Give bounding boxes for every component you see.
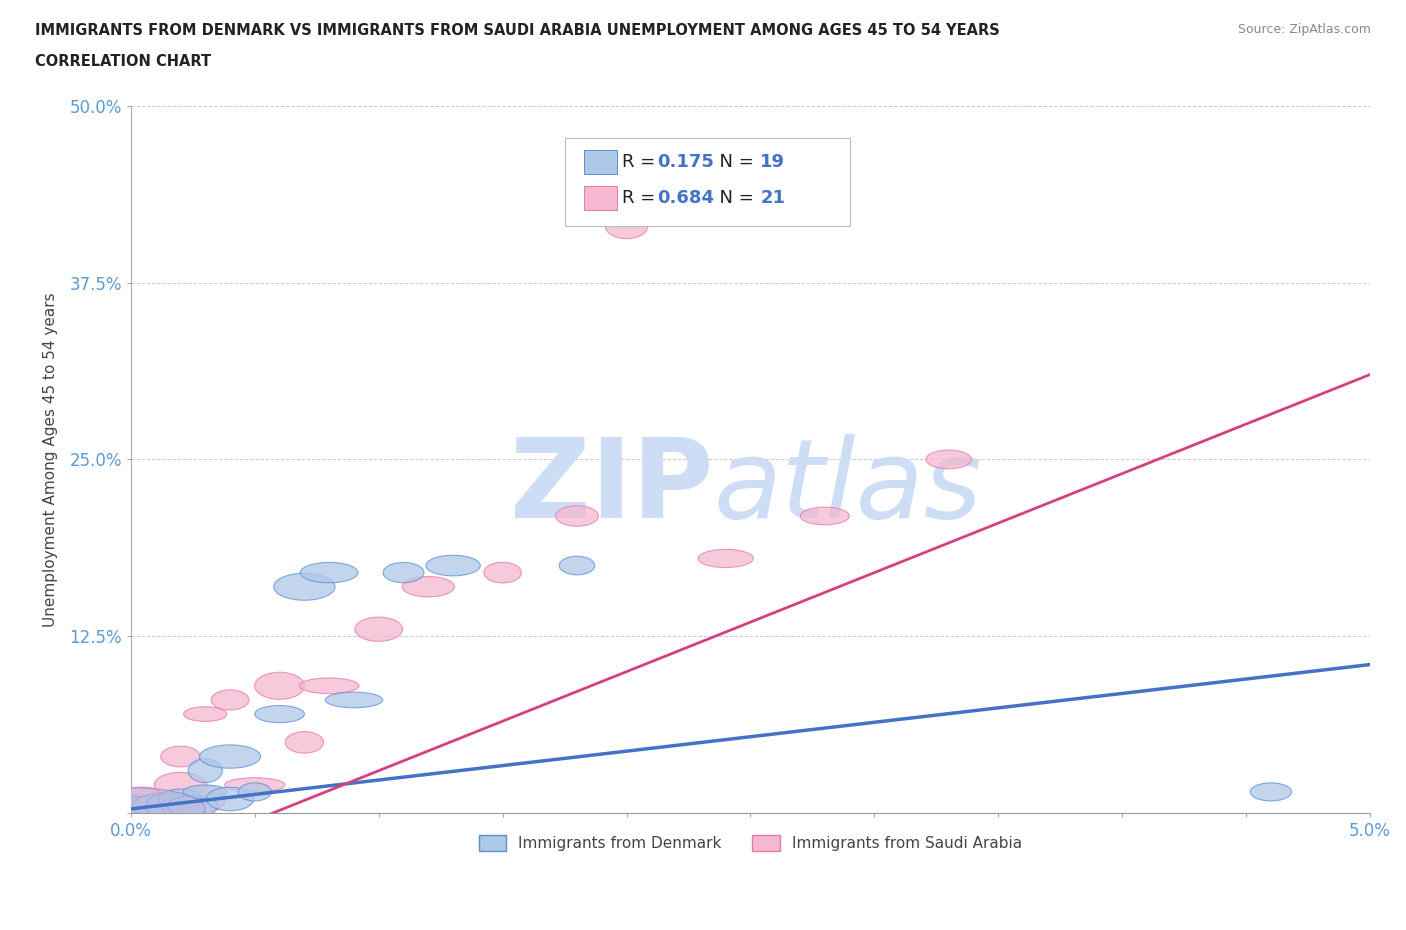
Ellipse shape	[560, 556, 595, 575]
Text: R =: R =	[621, 189, 661, 206]
Ellipse shape	[167, 795, 218, 817]
Ellipse shape	[1250, 783, 1292, 801]
Ellipse shape	[211, 690, 249, 710]
Ellipse shape	[155, 772, 207, 797]
Text: N =: N =	[709, 189, 759, 206]
Text: 21: 21	[761, 189, 786, 206]
Text: R =: R =	[621, 153, 661, 171]
Ellipse shape	[402, 577, 454, 597]
Ellipse shape	[110, 797, 162, 816]
Ellipse shape	[121, 787, 166, 811]
Ellipse shape	[254, 706, 305, 723]
Text: N =: N =	[709, 153, 759, 171]
Ellipse shape	[145, 791, 191, 806]
Ellipse shape	[254, 672, 305, 699]
FancyBboxPatch shape	[585, 186, 617, 209]
Ellipse shape	[120, 793, 153, 818]
Ellipse shape	[200, 745, 260, 768]
Ellipse shape	[186, 786, 225, 812]
Ellipse shape	[325, 692, 382, 708]
Ellipse shape	[285, 732, 323, 753]
Ellipse shape	[160, 746, 200, 767]
Text: 0.175: 0.175	[658, 153, 714, 171]
Ellipse shape	[426, 555, 481, 576]
FancyBboxPatch shape	[565, 138, 849, 226]
Text: ZIP: ZIP	[510, 434, 713, 541]
Ellipse shape	[125, 795, 187, 817]
Text: CORRELATION CHART: CORRELATION CHART	[35, 54, 211, 69]
Ellipse shape	[134, 794, 179, 818]
Ellipse shape	[299, 678, 359, 694]
Y-axis label: Unemployment Among Ages 45 to 54 years: Unemployment Among Ages 45 to 54 years	[44, 292, 58, 627]
Ellipse shape	[162, 794, 198, 818]
Ellipse shape	[555, 506, 599, 526]
Ellipse shape	[800, 507, 849, 525]
Ellipse shape	[225, 777, 285, 792]
Ellipse shape	[56, 788, 205, 830]
Ellipse shape	[605, 213, 648, 239]
Text: 19: 19	[761, 153, 786, 171]
Ellipse shape	[301, 563, 359, 583]
Ellipse shape	[697, 550, 754, 567]
Ellipse shape	[184, 707, 226, 722]
Ellipse shape	[927, 450, 972, 469]
Ellipse shape	[382, 563, 425, 583]
Ellipse shape	[146, 793, 190, 819]
Text: Source: ZipAtlas.com: Source: ZipAtlas.com	[1237, 23, 1371, 36]
Ellipse shape	[354, 618, 402, 642]
Text: atlas: atlas	[713, 434, 981, 541]
Ellipse shape	[239, 783, 271, 801]
Text: 0.684: 0.684	[658, 189, 714, 206]
FancyBboxPatch shape	[585, 151, 617, 174]
Ellipse shape	[207, 787, 254, 811]
Legend: Immigrants from Denmark, Immigrants from Saudi Arabia: Immigrants from Denmark, Immigrants from…	[471, 828, 1029, 858]
Text: IMMIGRANTS FROM DENMARK VS IMMIGRANTS FROM SAUDI ARABIA UNEMPLOYMENT AMONG AGES : IMMIGRANTS FROM DENMARK VS IMMIGRANTS FR…	[35, 23, 1000, 38]
Ellipse shape	[188, 759, 222, 782]
Ellipse shape	[159, 789, 202, 809]
Ellipse shape	[183, 785, 228, 799]
Ellipse shape	[274, 573, 335, 600]
Ellipse shape	[484, 563, 522, 583]
